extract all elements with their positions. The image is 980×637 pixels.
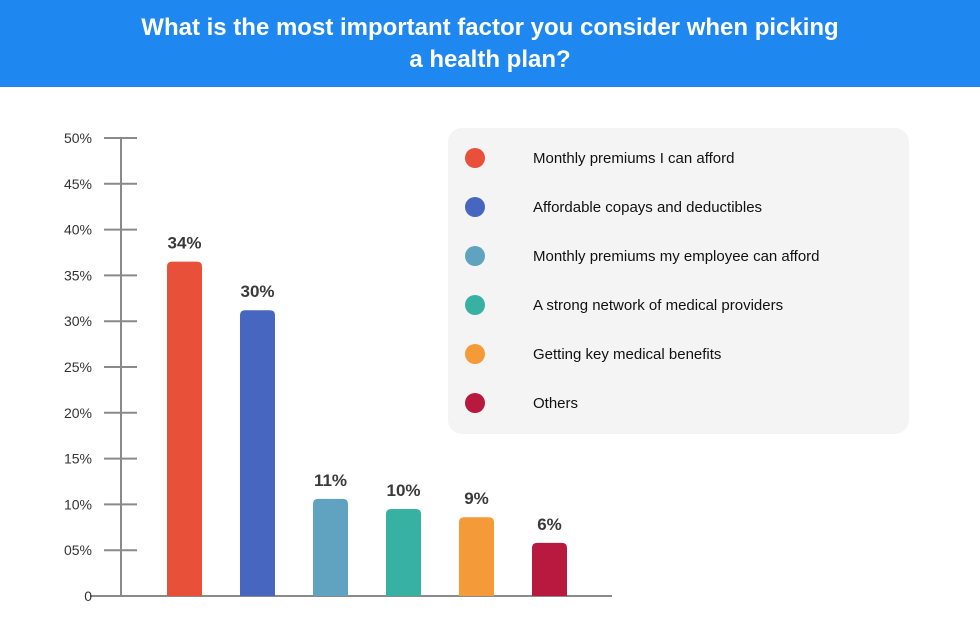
legend-item: Monthly premiums my employee can afford	[448, 244, 909, 268]
bar-5	[459, 517, 494, 596]
legend-item: Others	[448, 391, 909, 415]
legend-item: Monthly premiums I can afford	[448, 146, 909, 170]
data-label: 10%	[386, 481, 420, 500]
legend-dot-icon	[465, 393, 485, 413]
bar-chart: 0 05% 10% 15% 20% 25% 30% 35% 40% 45% 50% 34% 30% 11…	[64, 130, 612, 604]
y-tick-label: 50%	[64, 130, 92, 146]
legend-dot-icon	[465, 148, 485, 168]
legend-item: A strong network of medical providers	[448, 293, 909, 317]
bars	[167, 261, 567, 596]
y-tick-label: 40%	[64, 222, 92, 238]
legend-label: A strong network of medical providers	[533, 296, 784, 314]
data-label: 6%	[537, 515, 562, 534]
header-banner: What is the most important factor you co…	[0, 0, 980, 87]
y-tick-label: 0	[84, 588, 92, 604]
data-label: 11%	[314, 471, 347, 490]
data-label: 9%	[464, 489, 489, 508]
data-label: 34%	[167, 234, 201, 253]
y-tick-label: 15%	[64, 451, 92, 467]
bar-2	[240, 310, 275, 596]
y-tick-label: 20%	[64, 405, 92, 421]
data-label: 30%	[240, 282, 274, 301]
legend-label: Others	[533, 394, 579, 412]
legend-dot-icon	[465, 344, 485, 364]
chart-title: What is the most important factor you co…	[141, 13, 839, 73]
legend: Monthly premiums I can afford Affordable…	[448, 128, 909, 434]
legend-label: Getting key medical benefits	[533, 345, 722, 363]
bar-3	[313, 498, 348, 596]
bar-6	[532, 542, 567, 596]
legend-item: Getting key medical benefits	[448, 342, 909, 366]
legend-label: Monthly premiums I can afford	[533, 149, 735, 167]
bar-4	[386, 508, 421, 596]
legend-dot-icon	[465, 246, 485, 266]
legend-dot-icon	[465, 295, 485, 315]
bar-1	[167, 261, 202, 596]
y-tick-label: 05%	[64, 542, 92, 558]
data-labels: 34% 30% 11% 10% 9% 6%	[167, 234, 561, 534]
y-tick-label: 30%	[64, 313, 92, 329]
legend-label: Affordable copays and deductibles	[533, 198, 763, 216]
y-tick-label: 25%	[64, 359, 92, 375]
y-axis-ticks: 0 05% 10% 15% 20% 25% 30% 35% 40% 45% 50%	[64, 130, 137, 604]
legend-dot-icon	[465, 197, 485, 217]
y-tick-label: 45%	[64, 176, 92, 192]
y-tick-label: 10%	[64, 496, 92, 512]
legend-item: Affordable copays and deductibles	[448, 195, 909, 219]
y-tick-label: 35%	[64, 267, 92, 283]
legend-label: Monthly premiums my employee can afford	[533, 247, 820, 265]
